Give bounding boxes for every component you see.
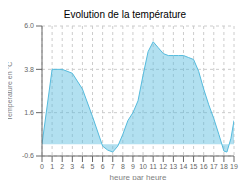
html-text:Evolution de la température: Evolution de la température (63, 9, 187, 20)
svg-text:5: 5 (91, 163, 95, 170)
svg-text:19: 19 (230, 163, 238, 170)
svg-text:-0.6: -0.6 (22, 152, 34, 159)
svg-text:15: 15 (190, 163, 198, 170)
svg-text:4: 4 (80, 163, 84, 170)
svg-text:10: 10 (139, 163, 147, 170)
svg-text:6.0: 6.0 (24, 22, 34, 29)
svg-text:0: 0 (40, 163, 44, 170)
svg-text:11: 11 (150, 163, 157, 170)
svg-text:6: 6 (101, 163, 105, 170)
svg-text:18: 18 (220, 163, 228, 170)
svg-text:12: 12 (159, 163, 167, 170)
svg-text:1: 1 (50, 163, 54, 170)
svg-text:14: 14 (180, 163, 188, 170)
svg-text:9: 9 (131, 163, 135, 170)
svg-text:8: 8 (121, 163, 125, 170)
svg-text:7: 7 (111, 163, 115, 170)
svg-text:13: 13 (169, 163, 177, 170)
svg-text:heure par heure: heure par heure (110, 173, 167, 180)
svg-text:1.6: 1.6 (24, 109, 34, 116)
svg-text:Température en °C: Température en °C (8, 62, 14, 121)
svg-text:3: 3 (70, 163, 74, 170)
svg-text:17: 17 (210, 163, 218, 170)
svg-text:2: 2 (60, 163, 64, 170)
svg-text:3.8: 3.8 (24, 66, 34, 73)
svg-text:16: 16 (200, 163, 208, 170)
